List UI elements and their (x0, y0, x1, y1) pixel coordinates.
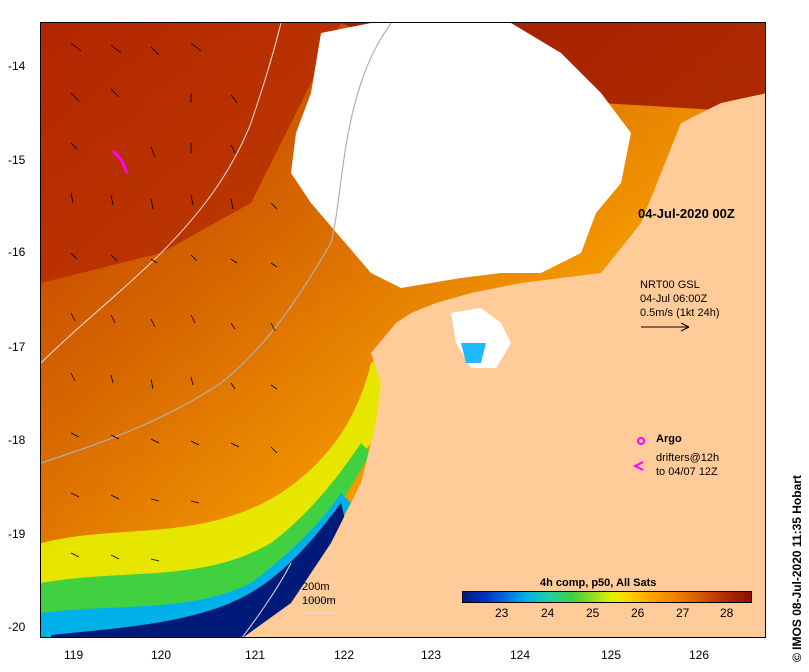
x-tick-124: 124 (510, 648, 531, 662)
argo-marker-icon (637, 437, 645, 445)
imos-credit: © IMOS 08-Jul-2020 11:35 Hobart (790, 475, 804, 662)
sst-map-svg (41, 23, 765, 637)
sst-map-panel (40, 22, 766, 638)
colorbar (462, 591, 752, 603)
x-tick-122: 122 (334, 648, 355, 662)
y-tick-neg18: -18 (8, 433, 26, 447)
current-vectors (70, 42, 690, 562)
y-tick-neg20: -20 (8, 620, 26, 634)
drifters-legend-line1: drifters@12h (656, 452, 720, 464)
x-tick-120: 120 (151, 648, 172, 662)
current-legend-line2: 04-Jul 06:00Z (640, 293, 708, 305)
current-legend-line1: NRT00 GSL (640, 279, 700, 291)
cloud-mask (291, 23, 631, 288)
x-tick-119: 119 (64, 648, 84, 662)
drifter-marker-icon (632, 461, 644, 471)
x-tick-121: 121 (245, 648, 266, 662)
contour-200m (41, 23, 282, 364)
contour-legend-1000m: 1000m (302, 595, 336, 607)
land-mass (243, 93, 765, 637)
y-tick-neg14: -14 (8, 59, 26, 73)
x-tick-125: 125 (601, 648, 622, 662)
y-tick-neg16: -16 (8, 245, 26, 259)
contour-legend-200m: 200m (302, 581, 330, 593)
y-tick-neg17: -17 (8, 340, 26, 354)
colorbar-tick-28: 28 (720, 606, 734, 620)
imos-credit-text: IMOS 08-Jul-2020 11:35 Hobart (790, 475, 804, 650)
colorbar-tick-23: 23 (495, 606, 509, 620)
map-timestamp: 04-Jul-2020 00Z (638, 206, 735, 221)
x-tick-123: 123 (421, 648, 442, 662)
argo-legend-label: Argo (656, 433, 682, 445)
y-tick-neg19: -19 (8, 527, 26, 541)
colorbar-tick-27: 27 (676, 606, 690, 620)
contour-1000m (41, 23, 392, 464)
current-legend-line3: 0.5m/s (1kt 24h) (640, 307, 720, 319)
x-tick-126: 126 (689, 648, 710, 662)
colorbar-title: 4h comp, p50, All Sats (540, 577, 657, 589)
y-tick-neg15: -15 (8, 153, 26, 167)
drifters-legend-line2: to 04/07 12Z (656, 466, 718, 478)
colorbar-tick-24: 24 (541, 606, 555, 620)
drifter-track (111, 149, 129, 174)
colorbar-tick-26: 26 (631, 606, 645, 620)
colorbar-tick-25: 25 (586, 606, 600, 620)
